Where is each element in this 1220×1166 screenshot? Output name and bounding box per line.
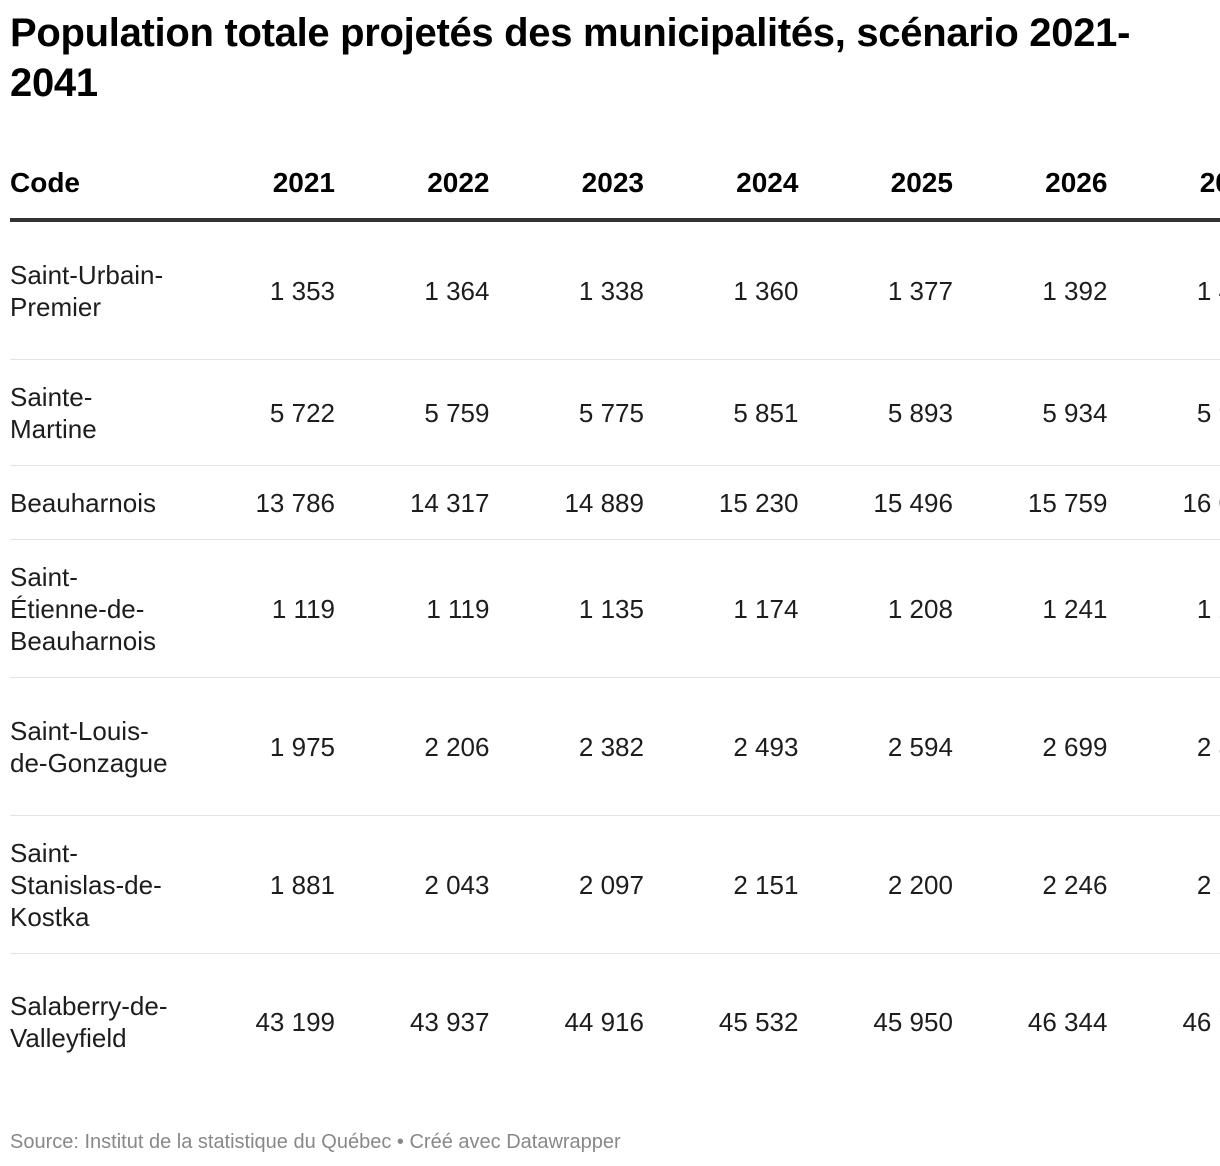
population-value: 5 974	[1107, 359, 1220, 466]
population-value: 2 206	[335, 677, 490, 816]
population-value: 46 344	[1027, 1007, 1108, 1037]
table-row: Saint-Louis-de-Gonzague 1 975 2 206 2 38…	[10, 677, 1220, 816]
population-value: 1 408	[1107, 220, 1220, 360]
population-value: 16 008	[1107, 465, 1220, 540]
population-value: 43 937	[409, 1007, 490, 1037]
population-value: 5 775	[489, 359, 644, 466]
municipality-name: Sainte-Martine	[10, 359, 181, 466]
column-header[interactable]: 2027	[1107, 148, 1220, 222]
data-table: Code 2021 2022 2023 2024 2025 2026 2027 …	[10, 148, 1220, 1090]
population-value: 1 377	[798, 220, 953, 360]
population-value: 1 364	[335, 220, 490, 360]
population-value: 5 759	[335, 359, 490, 466]
population-value: 45 532	[718, 1007, 799, 1037]
population-value: 1 208	[798, 539, 953, 678]
population-value: 2 382	[489, 677, 644, 816]
table-row: Beauharnois 13 786 14 317 14 889 15 230 …	[10, 465, 1220, 540]
population-value: 46 713	[1182, 1007, 1220, 1037]
population-value: 15 759	[952, 465, 1108, 540]
population-value: 1 360	[643, 220, 799, 360]
population-value: 2 594	[798, 677, 953, 816]
column-header[interactable]: 2023	[489, 148, 644, 222]
population-value: 15 496	[798, 465, 953, 540]
population-value: 44 916	[564, 1007, 644, 1037]
column-header[interactable]: 2024	[643, 148, 799, 222]
table-row: Saint-Stanislas-de-Kostka 1 881 2 043 2 …	[10, 815, 1220, 954]
population-value: 2 246	[952, 815, 1108, 954]
column-header[interactable]: 2026	[952, 148, 1108, 222]
population-value: 1 392	[952, 220, 1108, 360]
population-value: 5 934	[952, 359, 1108, 466]
municipality-name: Saint-Étienne-de-Beauharnois	[10, 539, 181, 678]
population-value: 5 722	[180, 359, 335, 466]
population-value: 14 317	[335, 465, 490, 540]
chart-title: Population totale projetés des municipal…	[10, 11, 1131, 105]
population-value: 14 889	[489, 465, 644, 540]
municipality-name: Salaberry-de-Valleyfield	[10, 991, 168, 1053]
population-value: 2 200	[798, 815, 953, 954]
population-value: 2 097	[489, 815, 644, 954]
column-header[interactable]: Code	[10, 148, 181, 222]
table-row: Saint-Urbain-Premier 1 353 1 364 1 338 1…	[10, 220, 1220, 360]
population-value: 5 851	[643, 359, 799, 466]
population-value: 2 043	[335, 815, 490, 954]
population-value: 1 881	[180, 815, 335, 954]
population-value: 5 893	[798, 359, 953, 466]
population-value: 1 276	[1107, 539, 1220, 678]
table-header-row: Code 2021 2022 2023 2024 2025 2026 2027	[10, 148, 1220, 222]
population-value: 43 199	[255, 1007, 335, 1037]
data-table-container[interactable]: Code 2021 2022 2023 2024 2025 2026 2027 …	[10, 148, 1220, 1090]
population-value: 1 353	[180, 220, 335, 360]
population-value: 1 975	[180, 677, 335, 816]
column-header[interactable]: 2022	[335, 148, 490, 222]
chart-footer: Source: Institut de la statistique du Qu…	[10, 1128, 621, 1156]
population-value: 2 699	[952, 677, 1108, 816]
population-value: 15 230	[643, 465, 799, 540]
population-value: 1 119	[335, 539, 490, 678]
municipality-name: Saint-Louis-de-Gonzague	[10, 677, 181, 816]
table-row: Sainte-Martine 5 722 5 759 5 775 5 851 5…	[10, 359, 1220, 466]
population-value: 1 338	[489, 220, 644, 360]
datawrapper-credit-link[interactable]: Créé avec Datawrapper	[409, 1131, 621, 1153]
municipality-name: Saint-Urbain-Premier	[10, 220, 181, 360]
column-header[interactable]: 2021	[180, 148, 335, 222]
population-value: 2 151	[643, 815, 799, 954]
column-header[interactable]: 2025	[798, 148, 953, 222]
population-value: 1 119	[180, 539, 335, 678]
table-row: Saint-Étienne-de-Beauharnois 1 119 1 119…	[10, 539, 1220, 678]
population-value: 2 800	[1107, 677, 1220, 816]
source-note: Source: Institut de la statistique du Qu…	[10, 1131, 392, 1153]
population-value: 45 950	[873, 1007, 953, 1037]
population-value: 1 174	[643, 539, 799, 678]
population-value: 1 135	[489, 539, 644, 678]
municipality-name: Saint-Stanislas-de-Kostka	[10, 815, 181, 954]
population-value: 2 493	[643, 677, 799, 816]
population-value: 1 241	[952, 539, 1108, 678]
footer-separator: •	[396, 1131, 404, 1153]
population-value: 2 292	[1107, 815, 1220, 954]
municipality-name: Beauharnois	[10, 465, 181, 540]
table-row: Salaberry-de-Valleyfield 43 199 43 937 4…	[10, 954, 1220, 1091]
population-value: 13 786	[180, 465, 335, 540]
